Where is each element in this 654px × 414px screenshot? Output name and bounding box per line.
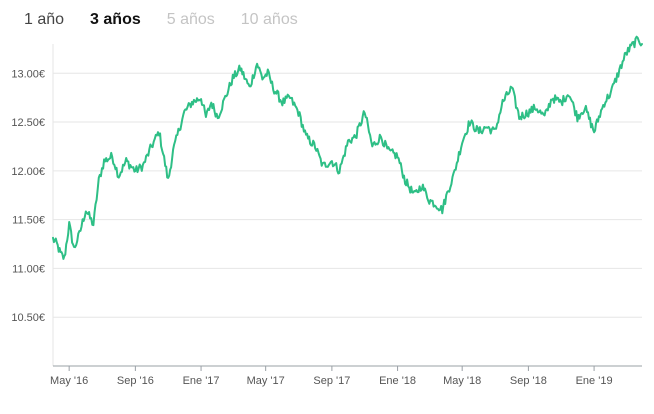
y-tick-label: 13.00€ — [11, 68, 45, 80]
y-tick-label: 10.50€ — [11, 312, 45, 324]
x-tick-label: Ene '19 — [576, 375, 613, 387]
x-tick-label: May '17 — [247, 375, 285, 387]
price-series-line — [52, 35, 643, 260]
grid-layer — [53, 72, 642, 318]
range-tab-10-years: 10 años — [240, 11, 298, 28]
y-tick-label: 11.00€ — [12, 263, 45, 275]
x-tick-label: Ene '18 — [379, 375, 416, 387]
x-tick-label: Ene '17 — [183, 375, 220, 387]
range-tab-1-year[interactable]: 1 año — [24, 11, 65, 28]
x-tick-label: May '18 — [443, 375, 481, 387]
x-tick-label: Sep '16 — [117, 375, 154, 387]
series-layer — [52, 35, 643, 260]
range-tab-5-years: 5 años — [166, 11, 215, 28]
y-tick-label: 12.00€ — [11, 166, 45, 178]
x-tick-label: Sep '18 — [510, 375, 547, 387]
range-tab-3-years[interactable]: 3 años — [90, 11, 141, 28]
y-tick-label: 11.50€ — [12, 215, 45, 227]
x-tick-label: Sep '17 — [313, 375, 350, 387]
axis-layer: 10.50€ 11.00€ 11.50€ 12.00€ 12.50€ 13.00€ May … — [11, 44, 642, 387]
x-tick-label: May '16 — [50, 375, 88, 387]
y-tick-label: 12.50€ — [11, 117, 45, 129]
range-tabs: 1 año 3 años 5 años 10 años — [24, 6, 324, 34]
